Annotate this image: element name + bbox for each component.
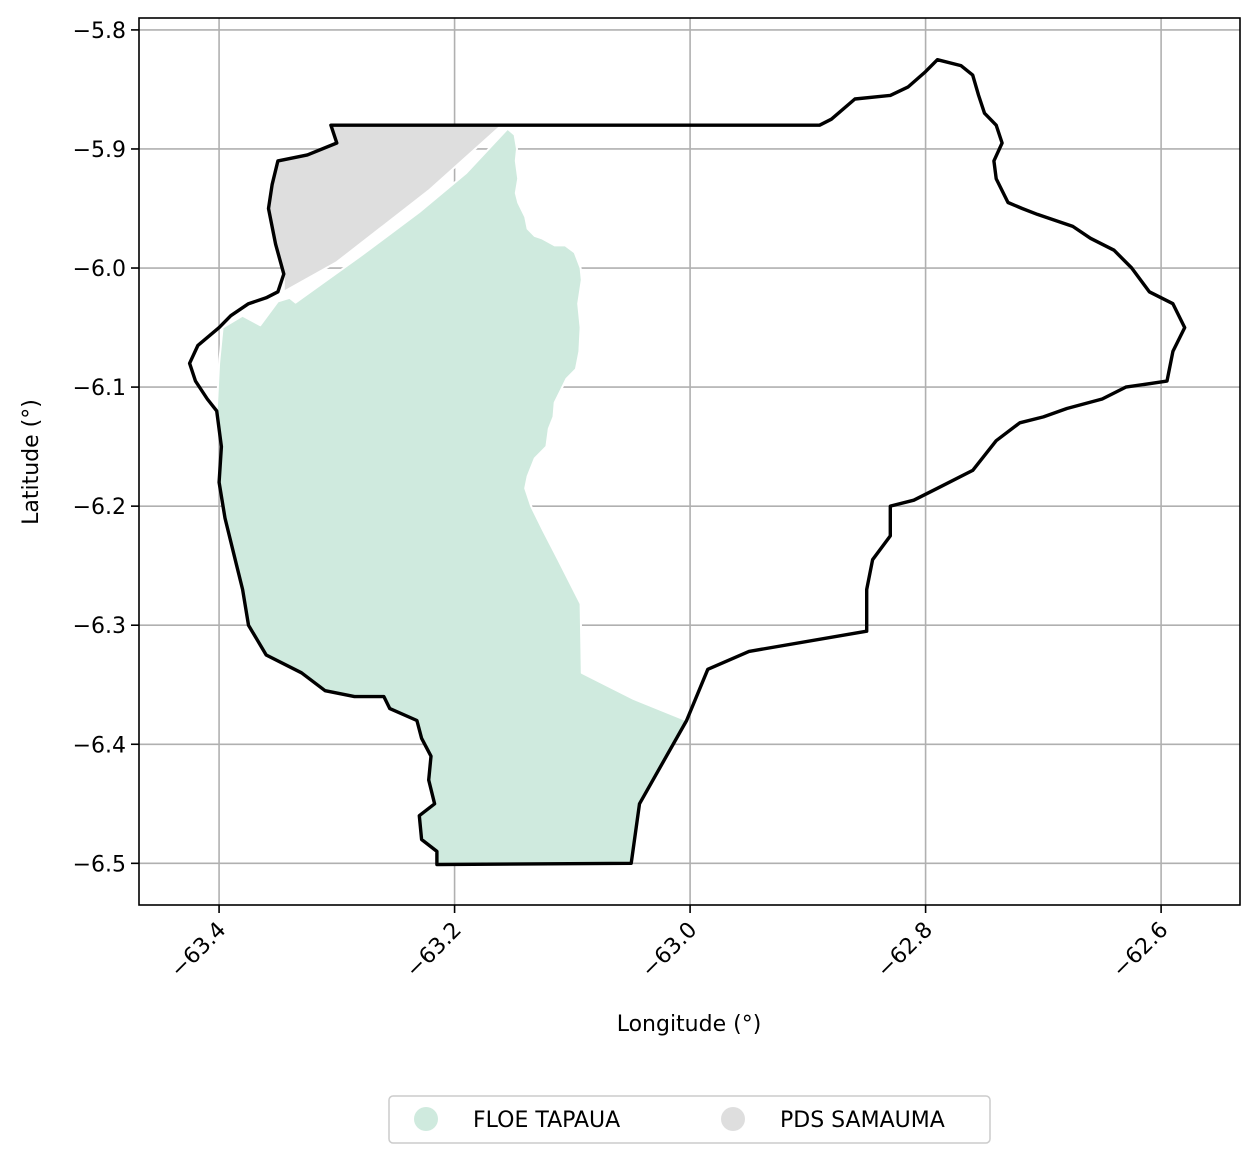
y-tick-label: −6.0 bbox=[73, 257, 126, 282]
y-axis-label: Latitude (°) bbox=[19, 399, 44, 525]
y-tick-label: −6.3 bbox=[73, 614, 126, 639]
legend-swatch-floe-tapaua bbox=[414, 1107, 438, 1131]
y-tick-label: −5.8 bbox=[73, 19, 126, 44]
x-axis-label: Longitude (°) bbox=[617, 1012, 762, 1037]
legend-label-floe-tapaua: FLOE TAPAUA bbox=[473, 1108, 620, 1133]
y-tick-label: −6.1 bbox=[73, 376, 126, 401]
boundary-outlines bbox=[187, 58, 1187, 867]
legend-label-pds-samauma: PDS SAMAUMA bbox=[780, 1108, 945, 1133]
y-tick-label: −6.2 bbox=[73, 495, 126, 520]
y-tick-label: −6.5 bbox=[73, 852, 126, 877]
legend-swatch-pds-samauma bbox=[721, 1107, 745, 1131]
legend-box bbox=[388, 1095, 991, 1144]
legend: FLOE TAPAUA PDS SAMAUMA bbox=[388, 1095, 991, 1144]
boundary-outline bbox=[187, 58, 1187, 867]
y-tick-label: −5.9 bbox=[73, 138, 126, 163]
y-tick-label: −6.4 bbox=[73, 733, 126, 758]
